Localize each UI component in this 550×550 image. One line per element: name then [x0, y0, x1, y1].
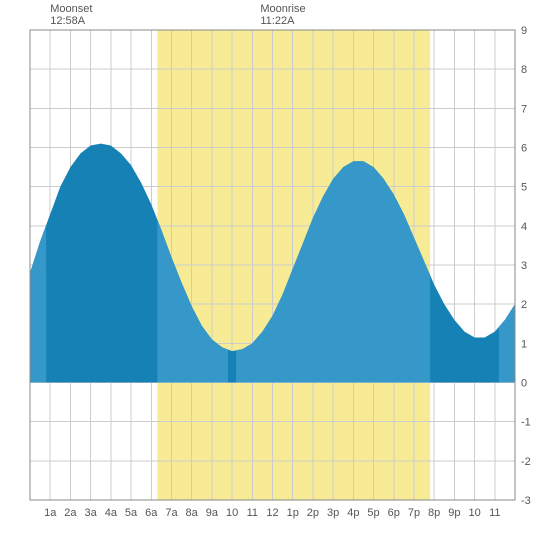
x-tick-label: 7a	[165, 507, 178, 519]
moonrise-label: Moonrise	[260, 3, 305, 15]
moonset-time: 12:58A	[50, 15, 86, 27]
moonrise-time: 11:22A	[260, 15, 295, 27]
y-tick-label: 0	[521, 378, 527, 390]
x-tick-label: 12	[266, 507, 278, 519]
x-tick-label: 2a	[64, 507, 77, 519]
y-tick-label: 6	[521, 143, 527, 155]
x-tick-label: 9a	[206, 507, 219, 519]
y-tick-label: 9	[521, 25, 527, 37]
x-tick-label: 5p	[367, 507, 379, 519]
y-tick-label: -3	[521, 495, 531, 507]
x-tick-label: 3p	[327, 507, 339, 519]
x-tick-label: 3a	[85, 507, 98, 519]
y-tick-label: 3	[521, 260, 527, 272]
x-tick-label: 4p	[347, 507, 359, 519]
x-tick-label: 5a	[125, 507, 138, 519]
x-tick-label: 11	[489, 507, 500, 519]
chart-svg: -3-2-101234567891a2a3a4a5a6a7a8a9a101112…	[0, 0, 550, 550]
y-tick-label: 1	[521, 338, 527, 350]
x-tick-label: 9p	[448, 507, 460, 519]
moonset-label: Moonset	[50, 3, 92, 15]
y-tick-label: 8	[521, 64, 527, 76]
y-tick-label: 4	[521, 221, 527, 233]
x-tick-label: 10	[468, 507, 480, 519]
y-tick-label: 2	[521, 299, 527, 311]
tide-chart: -3-2-101234567891a2a3a4a5a6a7a8a9a101112…	[0, 0, 550, 550]
x-tick-label: 1p	[287, 507, 299, 519]
x-tick-label: 8a	[186, 507, 199, 519]
x-tick-label: 6a	[145, 507, 158, 519]
x-tick-label: 7p	[408, 507, 420, 519]
y-tick-label: -2	[521, 456, 531, 468]
x-tick-label: 2p	[307, 507, 319, 519]
y-tick-label: 5	[521, 182, 527, 194]
x-tick-label: 10	[226, 507, 238, 519]
x-tick-label: 1a	[44, 507, 57, 519]
x-tick-label: 11	[247, 507, 258, 519]
y-tick-label: -1	[521, 417, 531, 429]
x-tick-label: 4a	[105, 507, 118, 519]
x-tick-label: 8p	[428, 507, 440, 519]
y-tick-label: 7	[521, 103, 527, 115]
x-tick-label: 6p	[388, 507, 400, 519]
